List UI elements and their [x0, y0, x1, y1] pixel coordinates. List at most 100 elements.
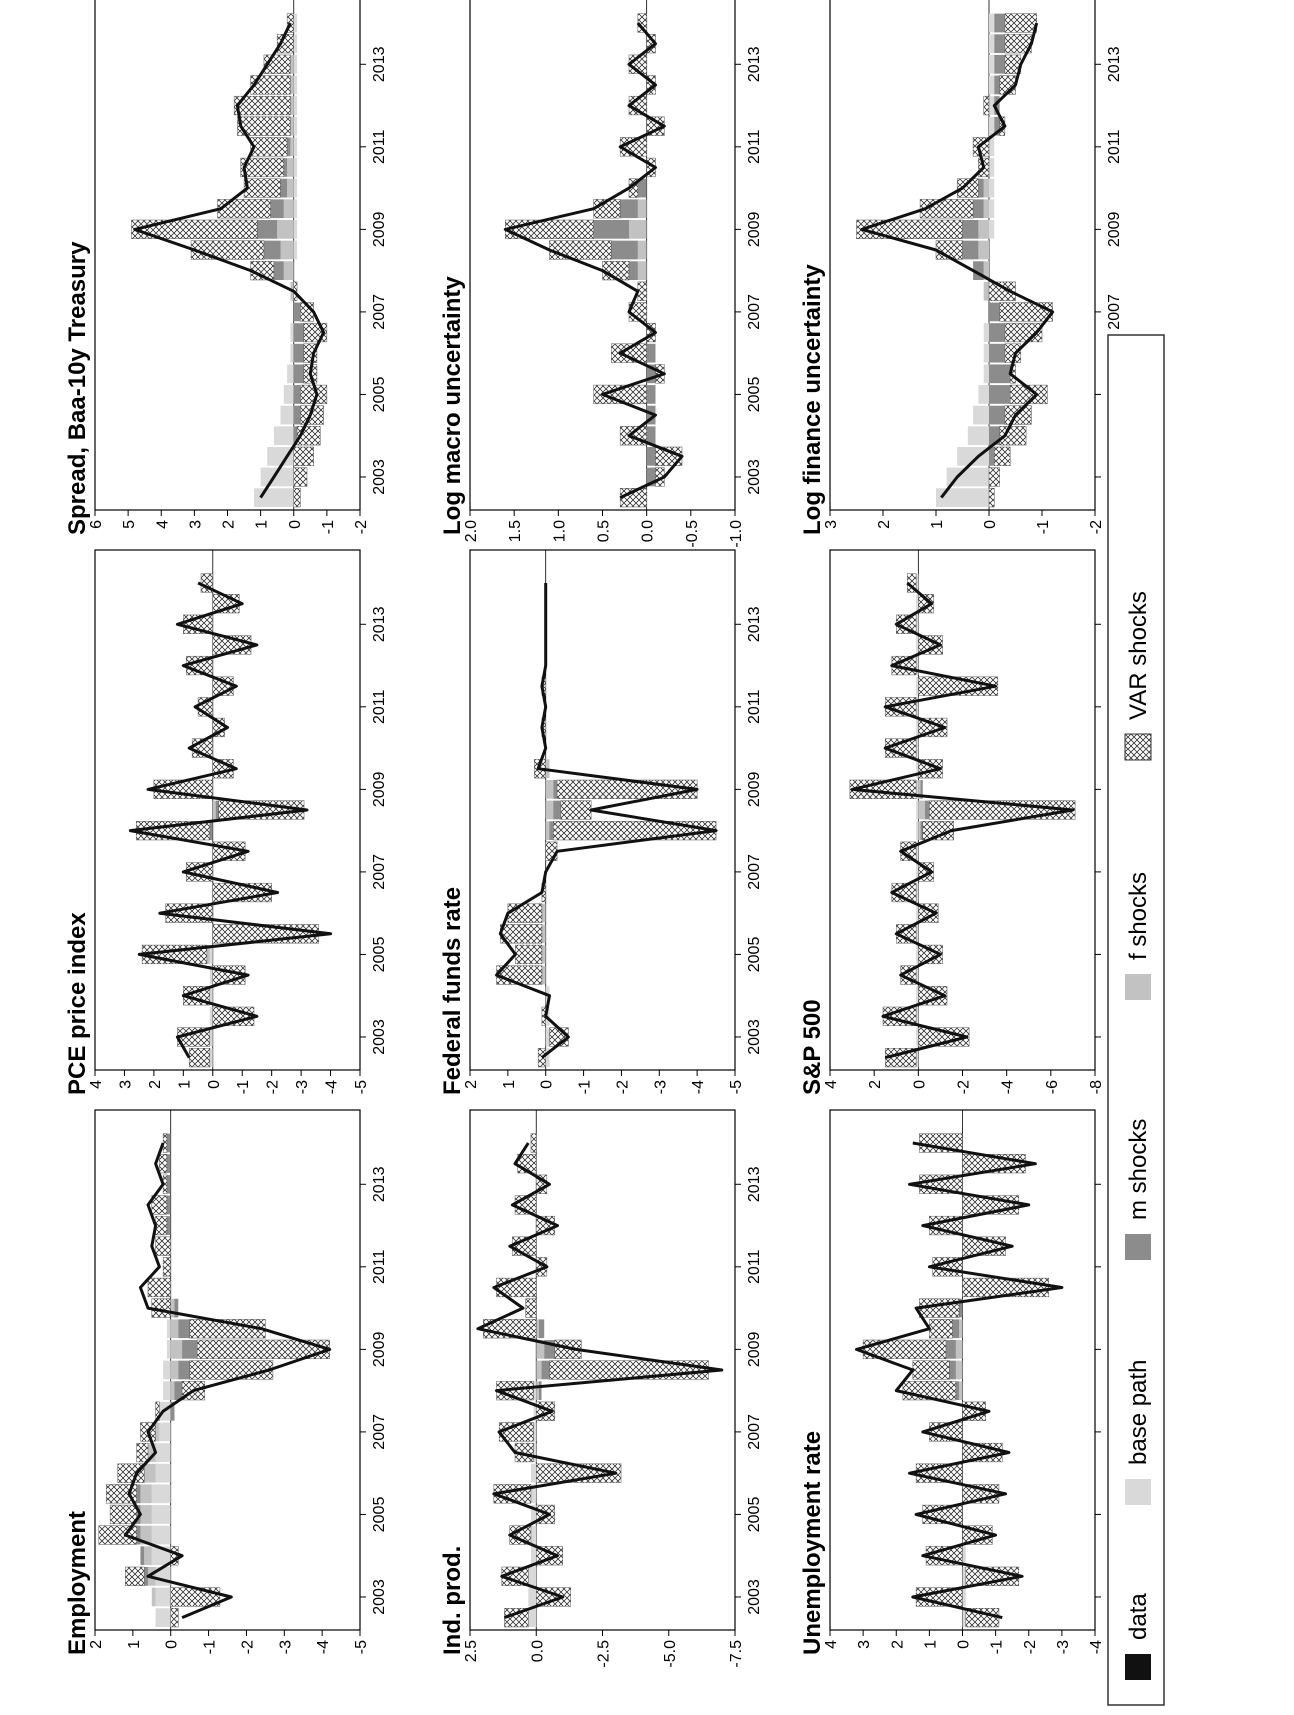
x-tick-label: 2003 [371, 459, 388, 495]
bar-f-shocks [983, 199, 990, 219]
bar-f-shocks [536, 1340, 545, 1359]
bar-f-shocks [290, 54, 294, 74]
bar-f-shocks [541, 903, 546, 923]
bar-f-shocks [290, 75, 294, 95]
bar-var-shocks [243, 178, 281, 198]
bar-var-shocks [549, 240, 612, 260]
bar-var-shocks [190, 240, 265, 260]
y-tick-label: 6 [88, 520, 105, 529]
bar-base-path [957, 446, 990, 466]
bar-var-shocks [560, 800, 592, 820]
bar-base-path [293, 116, 298, 136]
x-tick-label: 2007 [746, 854, 763, 890]
y-tick-label: -4 [1000, 1080, 1017, 1094]
bar-base-path [287, 364, 294, 384]
bar-m-shocks [553, 800, 561, 820]
y-tick-label: -2 [353, 520, 370, 534]
bar-var-shocks [553, 821, 717, 841]
x-tick-label: 2003 [746, 1579, 763, 1615]
bar-base-path [209, 1006, 213, 1026]
legend-label-f-shocks: f shocks [1125, 872, 1152, 960]
bar-base-path [978, 385, 990, 404]
y-tick-label: 2 [463, 1080, 480, 1089]
y-tick-label: -5 [353, 1080, 370, 1094]
bar-var-shocks [131, 219, 258, 239]
bar-m-shocks [949, 1360, 956, 1380]
bar-var-shocks [159, 1154, 168, 1174]
bar-var-shocks [530, 1133, 537, 1153]
bar-m-shocks [144, 1566, 148, 1586]
bar-base-path [916, 924, 919, 944]
x-tick-label: 2007 [746, 294, 763, 330]
y-tick-label: 3 [823, 520, 840, 529]
bar-m-shocks [959, 1298, 963, 1318]
y-tick-label: 1 [929, 520, 946, 529]
chart-panel-8: Log finance uncertainty3210-1-2200320052… [799, 0, 1123, 535]
bar-var-shocks [1004, 405, 1032, 425]
y-tick-label: 3 [117, 1080, 134, 1089]
y-tick-label: 1 [501, 1080, 518, 1089]
bar-base-path [159, 1422, 171, 1442]
y-tick-label: 0 [911, 1080, 928, 1089]
series-line-data [128, 581, 333, 1059]
bar-base-path [293, 199, 298, 219]
bar-m-shocks [962, 220, 979, 239]
y-tick-label: 2 [889, 1640, 906, 1649]
bar-f-shocks [918, 780, 921, 799]
bar-m-shocks [978, 178, 984, 198]
bar-var-shocks [293, 446, 314, 466]
y-tick-label: -8 [1088, 1080, 1105, 1094]
y-tick-label: 2 [88, 1640, 105, 1649]
bar-m-shocks [293, 323, 304, 342]
y-tick-label: 2 [221, 520, 238, 529]
y-tick-label: 0 [164, 1640, 181, 1649]
bar-m-shocks [989, 302, 1000, 322]
y-tick-label: -4 [690, 1080, 707, 1094]
bar-m-shocks [541, 1360, 550, 1380]
bar-base-path [209, 1048, 213, 1067]
bar-base-path [533, 1381, 537, 1400]
bar-var-shocks [217, 199, 271, 219]
bar-var-shocks [999, 302, 1053, 322]
x-tick-label: 2009 [371, 211, 388, 247]
bar-var-shocks [233, 95, 291, 116]
legend-swatch-data [1125, 1654, 1151, 1680]
panel-title: Spread, Baa-10y Treasury [64, 241, 91, 535]
bar-base-path [916, 841, 919, 861]
bar-base-path [916, 614, 919, 634]
bar-var-shocks [988, 281, 1016, 301]
bar-m-shocks [174, 1381, 183, 1400]
bar-base-path [293, 96, 298, 115]
bar-base-path [936, 488, 989, 507]
legend-swatch-f-shocks [1125, 974, 1151, 1000]
x-tick-label: 2005 [746, 377, 763, 413]
bar-f-shocks [629, 220, 647, 239]
bar-var-shocks [188, 1048, 211, 1068]
bar-f-shocks [536, 1381, 539, 1400]
bar-f-shocks [545, 800, 554, 820]
bar-base-path [983, 364, 990, 384]
bar-f-shocks [144, 1546, 152, 1566]
x-tick-label: 2013 [746, 46, 763, 82]
y-tick-label: 4 [88, 1080, 105, 1089]
bar-var-shocks [929, 1319, 953, 1339]
x-tick-label: 2005 [371, 377, 388, 413]
legend-label-data: data [1125, 1593, 1152, 1640]
bar-f-shocks [955, 1340, 963, 1359]
y-tick-label: -6 [1044, 1080, 1061, 1094]
bar-base-path [293, 220, 298, 239]
bar-m-shocks [182, 1340, 198, 1359]
bar-m-shocks [273, 261, 284, 280]
x-tick-label: 2013 [746, 606, 763, 642]
legend-swatch-var-shocks [1124, 733, 1152, 761]
y-tick-label: 4 [154, 520, 171, 529]
bar-var-shocks [593, 384, 647, 405]
bar-f-shocks [983, 281, 990, 301]
series-line-data [123, 1142, 332, 1619]
bar-m-shocks [646, 426, 656, 446]
bar-f-shocks [545, 821, 550, 840]
series-line-data [133, 22, 326, 499]
bar-m-shocks [989, 385, 1011, 404]
